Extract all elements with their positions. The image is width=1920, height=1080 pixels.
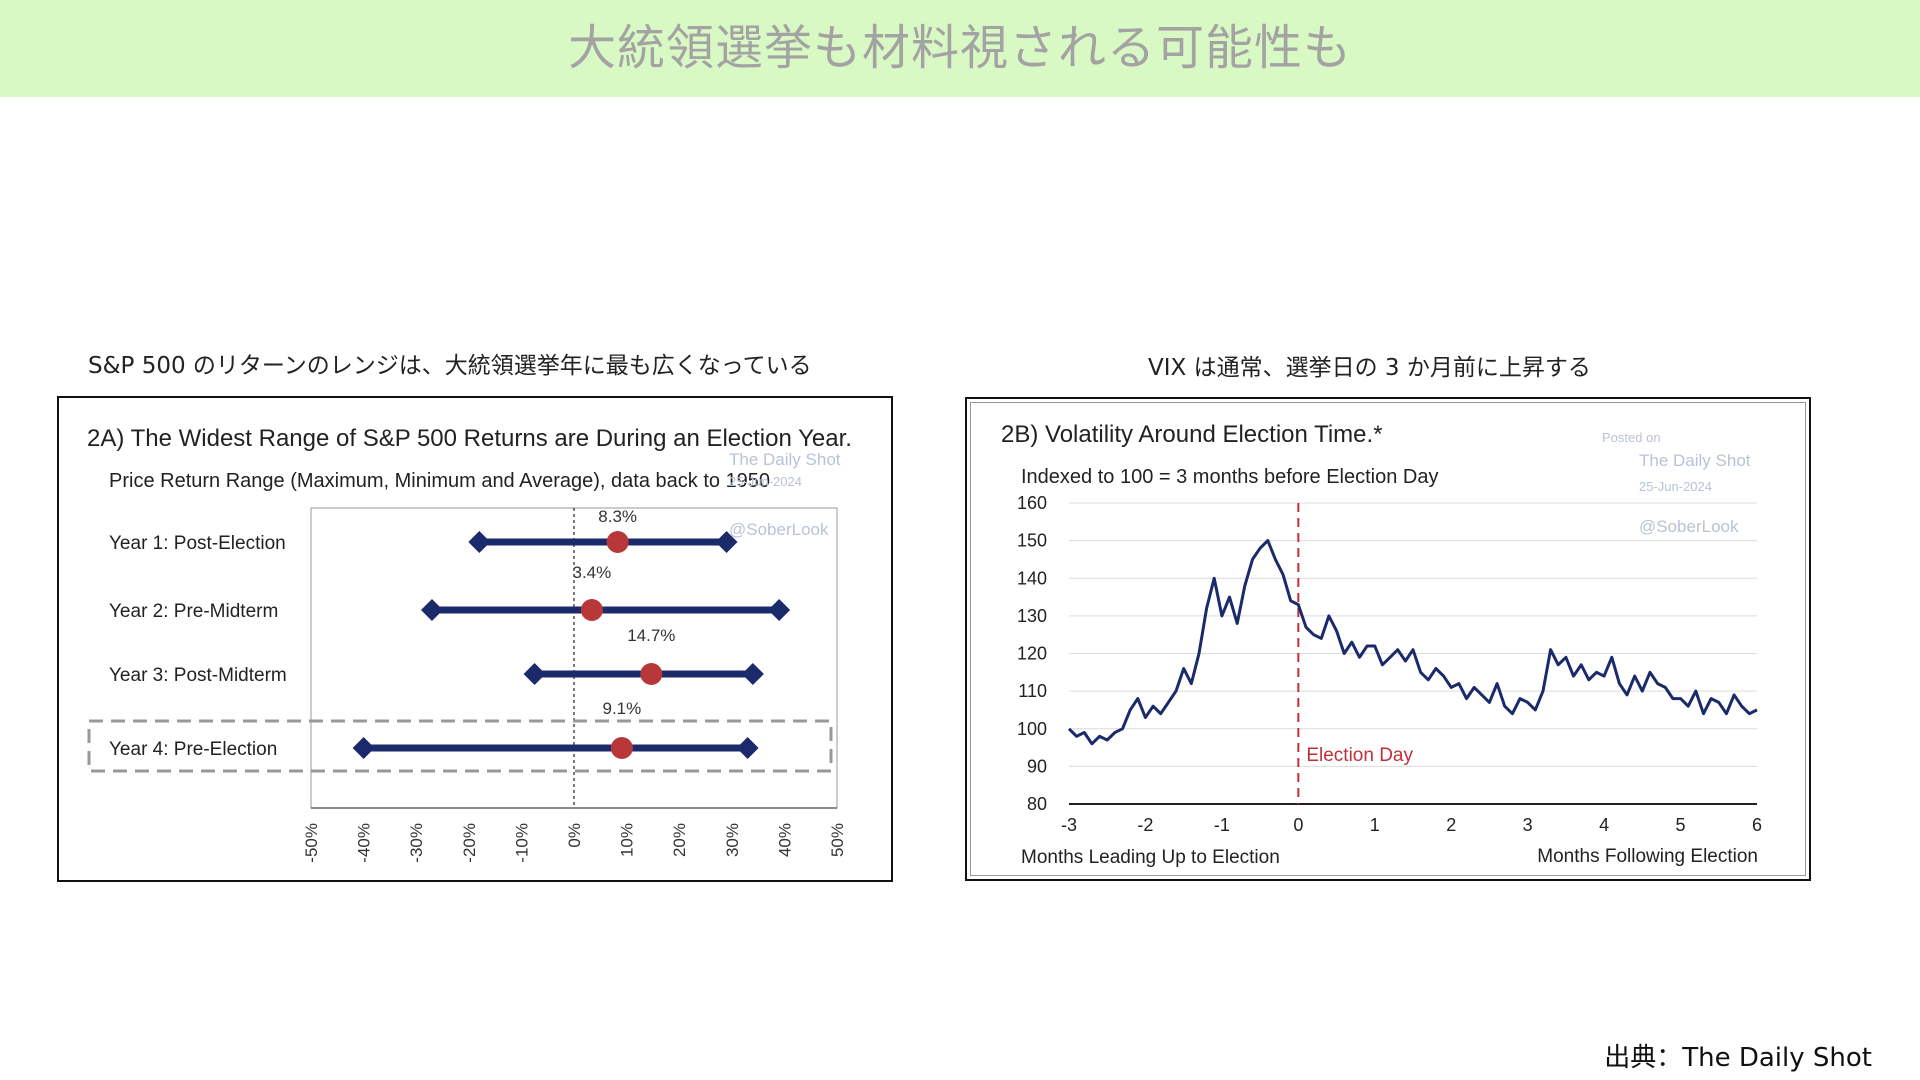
election-day-annotation: Election Day [1306,745,1413,766]
max-marker [741,663,764,685]
y-tick-label: 140 [1017,568,1047,588]
watermark-site: The Daily Shot [1639,451,1751,470]
page-title: 大統領選挙も材料視される可能性も [567,20,1352,76]
x-tick-label: 0 [1293,815,1303,835]
watermark-handle: @SoberLook [1639,517,1739,536]
x-tick-label: 3 [1523,815,1533,835]
watermark-date: 25-Jun-2024 [1639,479,1712,494]
min-marker [420,599,443,621]
min-marker [352,737,375,759]
x-tick-label: 2 [1446,815,1456,835]
right-chart-caption: VIX は通常、選挙日の 3 か月前に上昇する [1148,355,1591,381]
source-credit: 出典：The Daily Shot [1604,1043,1872,1073]
vix-series-line [1067,539,1758,746]
y-tick-label: 80 [1027,794,1047,814]
x-tick-label: -10% [512,823,531,863]
chart-b-xlabel-right: Months Following Election [1537,846,1758,867]
average-label: 14.7% [627,626,675,645]
y-tick-label: 120 [1017,644,1047,664]
y-tick-label: 110 [1018,681,1047,701]
category-label: Year 4: Pre-Election [109,739,277,760]
left-chart-caption: S&P 500 のリターンのレンジは、大統領選挙年に最も広くなっている [88,353,812,379]
x-tick-label: 50% [828,823,847,857]
x-tick-label: 30% [723,823,742,857]
x-tick-label: 4 [1599,815,1609,835]
category-label: Year 3: Post-Midterm [109,665,287,686]
x-tick-label: 6 [1752,815,1762,835]
x-tick-label: -30% [407,823,426,863]
y-tick-label: 130 [1017,606,1047,626]
y-tick-label: 150 [1017,531,1047,551]
x-tick-label: -50% [302,823,321,863]
x-tick-label: 5 [1676,815,1686,835]
y-tick-label: 160 [1017,493,1047,513]
x-tick-label: -1 [1214,815,1230,835]
x-tick-label: 40% [775,823,794,857]
x-tick-label: 20% [670,823,689,857]
vix-election-chart-panel: 2B) Volatility Around Election Time.* In… [965,397,1811,881]
chart-b-title: 2B) Volatility Around Election Time.* [1001,421,1383,448]
average-label: 8.3% [598,507,637,526]
x-tick-label: -40% [355,823,374,863]
x-tick-label: 0% [565,823,584,848]
watermark-site: The Daily Shot [729,450,841,469]
watermark-posted-on: Posted on [1602,430,1661,445]
max-marker [736,737,759,759]
sp500-range-chart-panel: 2A) The Widest Range of S&P 500 Returns … [57,396,893,882]
max-marker [715,531,738,553]
chart-b-xlabel-left: Months Leading Up to Election [1021,847,1280,868]
x-tick-label: -2 [1137,815,1153,835]
x-tick-label: -3 [1061,815,1077,835]
average-marker [606,531,629,553]
average-marker [580,599,603,621]
category-label: Year 2: Pre-Midterm [109,601,278,622]
watermark-handle: @SoberLook [729,520,829,539]
chart-a-title: 2A) The Widest Range of S&P 500 Returns … [87,425,852,452]
y-tick-label: 100 [1017,719,1047,739]
title-banner [0,0,1920,97]
vix-election-chart: 2B) Volatility Around Election Time.* In… [1001,421,1762,868]
average-label: 9.1% [602,699,641,718]
min-marker [523,663,546,685]
watermark-date: 25-Jun-2024 [729,474,802,489]
x-tick-label: 1 [1370,815,1380,835]
y-tick-label: 90 [1027,756,1047,776]
min-marker [468,531,491,553]
average-marker [640,663,663,685]
max-marker [768,599,791,621]
chart-b-subtitle: Indexed to 100 = 3 months before Electio… [1021,466,1439,488]
sp500-range-chart: 2A) The Widest Range of S&P 500 Returns … [87,425,852,863]
average-marker [610,737,633,759]
chart-a-subtitle: Price Return Range (Maximum, Minimum and… [109,470,770,492]
x-tick-label: 10% [618,823,637,857]
category-label: Year 1: Post-Election [109,533,286,554]
average-label: 3.4% [573,563,612,582]
x-tick-label: -20% [460,823,479,863]
